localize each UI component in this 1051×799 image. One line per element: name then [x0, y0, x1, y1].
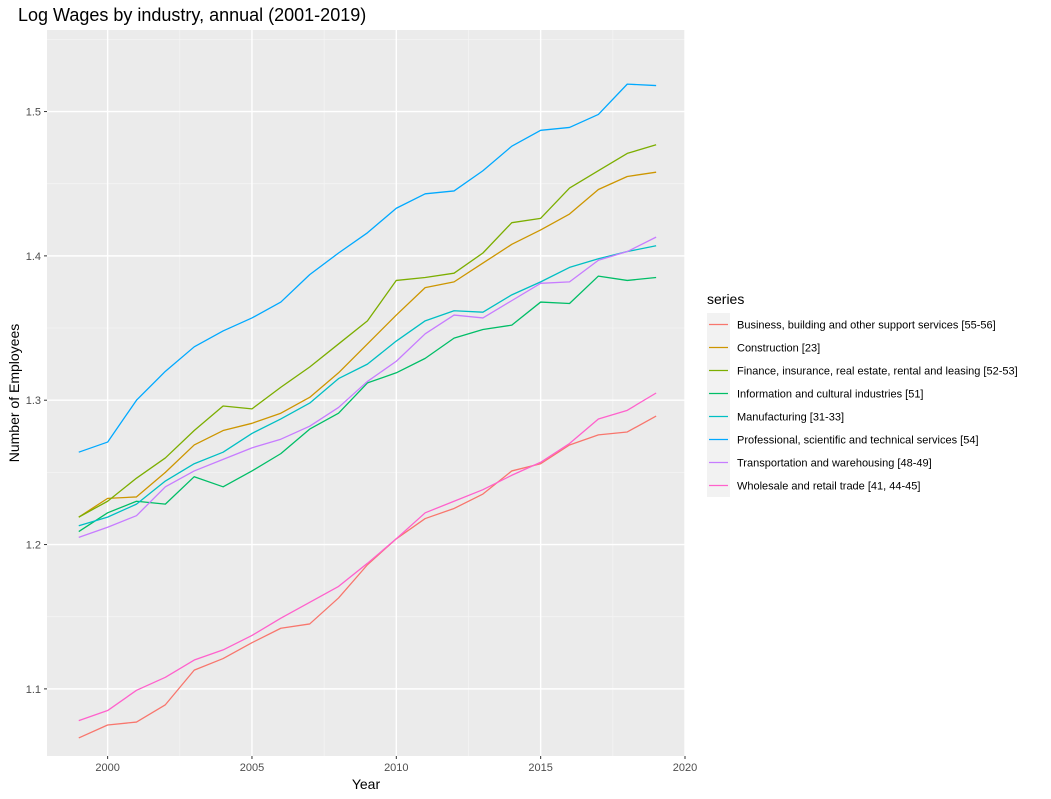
plot-panel	[47, 30, 685, 756]
series-line-6	[78, 83, 657, 453]
series-line-1	[78, 415, 657, 739]
grid-major	[47, 30, 686, 756]
legend-label: Manufacturing [31-33]	[737, 412, 844, 424]
series-lines	[78, 83, 657, 739]
series-line-8	[78, 392, 657, 722]
x-tick-label: 2000	[95, 762, 119, 774]
legend: series Business, building and other supp…	[707, 291, 1018, 497]
legend-label: Finance, insurance, real estate, rental …	[737, 366, 1018, 378]
y-axis: 1.1 1.2 1.3 1.4 1.5	[26, 107, 47, 696]
y-tick-label: 1.3	[26, 395, 41, 407]
x-tick-label: 2020	[673, 762, 697, 774]
legend-label: Transportation and warehousing [48-49]	[737, 458, 932, 470]
legend-label: Professional, scientific and technical s…	[737, 435, 979, 447]
series-line-4	[78, 275, 657, 533]
y-tick-label: 1.4	[26, 251, 41, 263]
chart-title: Log Wages by industry, annual (2001-2019…	[18, 5, 366, 25]
y-tick-label: 1.2	[26, 540, 41, 552]
legend-title: series	[707, 291, 744, 307]
y-tick-label: 1.5	[26, 107, 41, 119]
x-axis: 2000 2005 2010 2015 2020	[95, 756, 697, 774]
series-line-3	[78, 144, 657, 518]
x-tick-label: 2010	[384, 762, 408, 774]
legend-label: Information and cultural industries [51]	[737, 389, 924, 401]
y-axis-title: Number of Employees	[6, 324, 22, 463]
series-line-7	[78, 236, 657, 538]
legend-label: Business, building and other support ser…	[737, 320, 996, 332]
x-axis-title: Year	[352, 776, 381, 792]
legend-label: Wholesale and retail trade [41, 44-45]	[737, 481, 920, 493]
series-line-2	[78, 171, 657, 518]
x-tick-label: 2015	[528, 762, 552, 774]
grid-minor	[47, 30, 685, 756]
y-tick-label: 1.1	[26, 684, 41, 696]
series-line-5	[78, 245, 657, 527]
legend-label: Construction [23]	[737, 343, 820, 355]
x-tick-label: 2005	[240, 762, 264, 774]
